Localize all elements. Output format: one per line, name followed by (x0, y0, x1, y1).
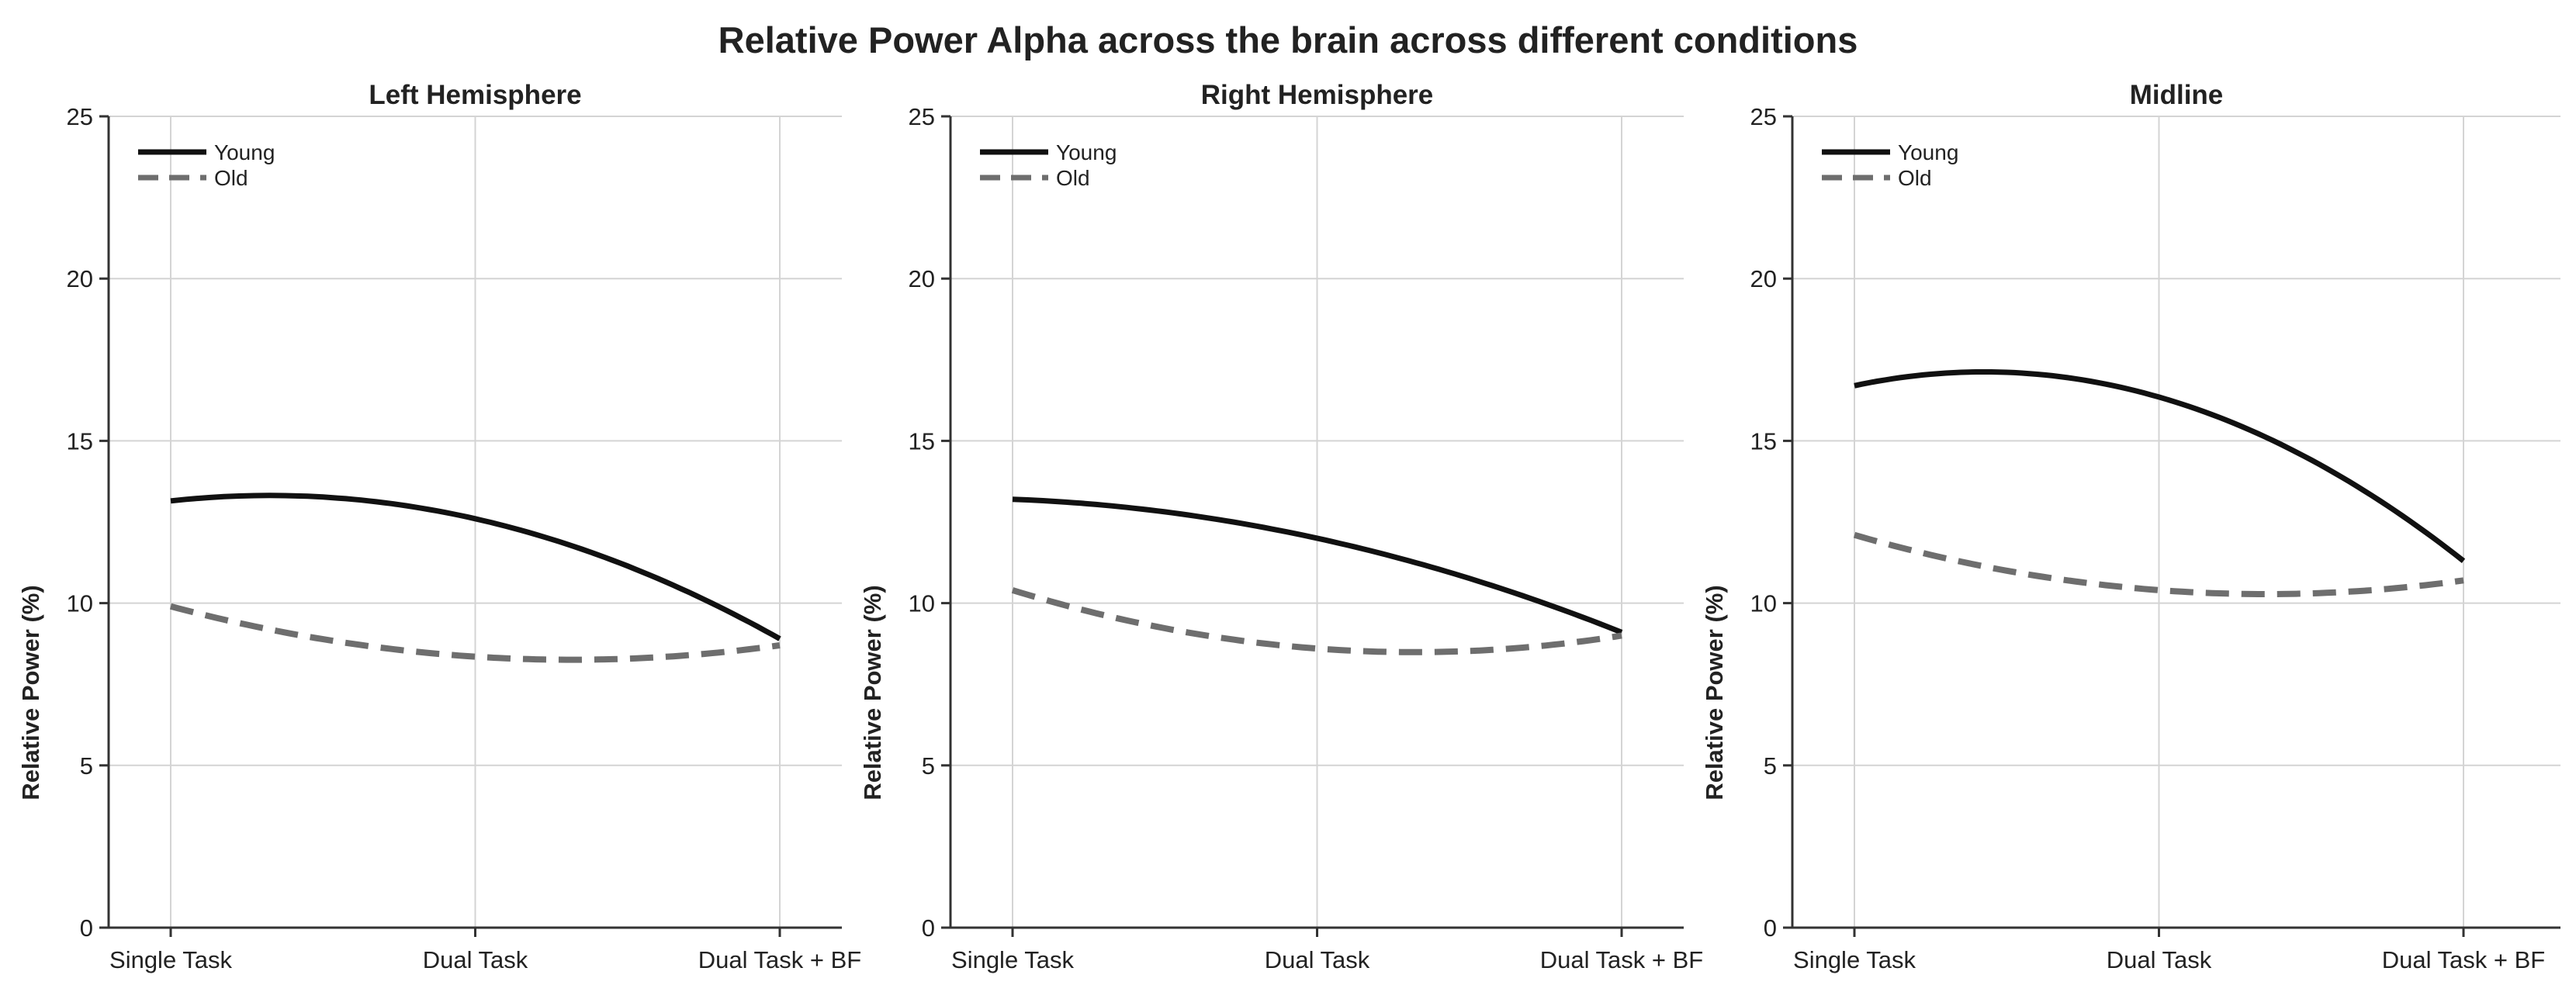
chart-panel-3: 0 5 10 15 20 25 Single Task Dual Task Dual Task … (1701, 80, 2560, 973)
y-tick-label: 10 (1750, 590, 1777, 617)
y-tick-label: 25 (67, 103, 93, 130)
chart-panel-1: 0 5 10 15 20 25 Single Task Dual Task Dual Task … (17, 80, 861, 973)
series-line-old (1011, 587, 1622, 655)
y-tick-label: 20 (909, 265, 935, 292)
legend-label-old: Old (214, 166, 248, 190)
legend-label-young: Young (214, 140, 275, 164)
y-axis-label: Relative Power (%) (859, 585, 886, 800)
x-tick-label: Single Task (109, 946, 232, 973)
y-tick-label: 20 (67, 265, 93, 292)
x-tick-label: Dual Task + BF (1540, 946, 1704, 973)
chart-panel-2: 0 5 10 15 20 25 Single Task Dual Task Dual Task … (859, 80, 1703, 973)
y-tick-label: 0 (922, 914, 935, 942)
x-tick-label: Single Task (1793, 946, 1916, 973)
legend-label-young: Young (1056, 140, 1117, 164)
y-tick-label: 15 (67, 427, 93, 455)
x-tick-label: Single Task (951, 946, 1074, 973)
panel-title: Midline (2130, 80, 2224, 110)
panel-title: Left Hemisphere (369, 80, 581, 110)
x-tick-label: Dual Task + BF (698, 946, 862, 973)
legend-label-old: Old (1056, 166, 1090, 190)
x-tick-label: Dual Task (1265, 946, 1370, 973)
y-tick-label: 15 (909, 427, 935, 455)
figure-title: Relative Power Alpha across the brain ac… (718, 19, 1858, 60)
series-line-young (1854, 369, 2466, 563)
y-tick-label: 5 (1764, 752, 1777, 779)
y-axis-label: Relative Power (%) (17, 585, 44, 800)
y-tick-label: 25 (909, 103, 935, 130)
y-tick-label: 10 (909, 590, 935, 617)
y-tick-label: 5 (80, 752, 93, 779)
panel-title: Right Hemisphere (1201, 80, 1434, 110)
legend-label-young: Young (1898, 140, 1958, 164)
x-tick-label: Dual Task + BF (2382, 946, 2546, 973)
y-tick-label: 5 (922, 752, 935, 779)
y-tick-label: 0 (80, 914, 93, 942)
y-tick-label: 10 (67, 590, 93, 617)
series-line-old (1853, 531, 2464, 597)
series-line-young (1012, 496, 1623, 635)
x-tick-label: Dual Task (423, 946, 528, 973)
series-line-young (170, 493, 781, 641)
series-line-old (169, 603, 781, 663)
y-axis-label: Relative Power (%) (1701, 585, 1728, 800)
x-tick-label: Dual Task (2107, 946, 2212, 973)
y-tick-label: 15 (1750, 427, 1777, 455)
y-tick-label: 20 (1750, 265, 1777, 292)
y-tick-label: 0 (1764, 914, 1777, 942)
y-tick-label: 25 (1750, 103, 1777, 130)
legend-label-old: Old (1898, 166, 1932, 190)
